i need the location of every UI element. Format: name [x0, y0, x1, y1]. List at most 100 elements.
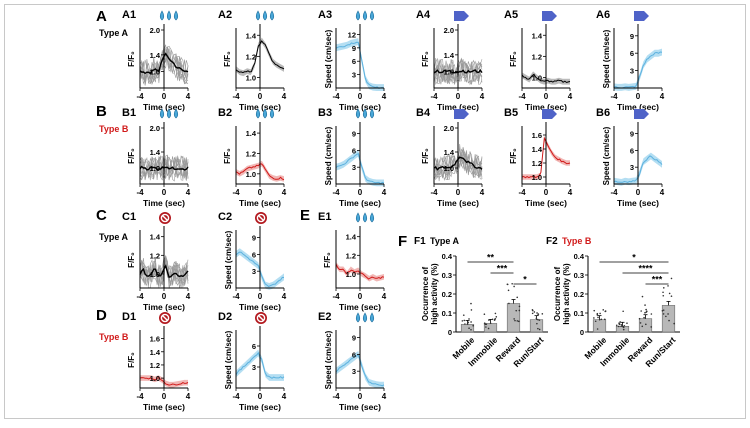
water-drop-shape	[369, 212, 375, 223]
y-axis-label: Speed (cm/sec)	[324, 126, 333, 185]
data-point	[618, 322, 620, 324]
y-tick-label: 3	[352, 71, 356, 80]
stop-slash	[258, 315, 264, 321]
data-point	[640, 310, 642, 312]
data-point	[537, 313, 540, 315]
y-tick-label: 1.4	[246, 31, 257, 40]
water-drop-shape	[355, 10, 361, 21]
panel-type-label: Type A	[430, 236, 460, 246]
x-tick-label: -4	[610, 92, 618, 101]
y-tick-label: 6	[630, 146, 634, 155]
row-label-d: D	[96, 307, 107, 324]
y-axis-label: F/F₀	[127, 51, 136, 67]
panel-id-a5: A5	[504, 9, 518, 21]
data-point	[645, 311, 648, 313]
data-point	[470, 321, 472, 323]
data-point	[626, 322, 628, 324]
data-point	[617, 325, 620, 328]
y-tick-label: 3	[630, 67, 634, 76]
data-point	[596, 314, 599, 316]
x-tick-label: -4	[430, 188, 438, 197]
y-tick-label: 1.4	[150, 51, 161, 60]
data-point	[537, 327, 539, 330]
y-tick-label: 1.0	[532, 73, 542, 82]
y-tick-label: 0.3	[574, 271, 584, 280]
type-label-c: Type A	[99, 232, 129, 242]
data-point	[596, 328, 599, 330]
y-tick-label: 2.0	[444, 124, 454, 133]
data-point	[489, 322, 492, 325]
data-point	[495, 316, 498, 318]
y-tick-label: 1.6	[532, 131, 542, 140]
type-label-d: Type B	[99, 332, 129, 342]
panel-id-c1: C1	[122, 211, 136, 223]
data-point	[594, 320, 597, 323]
y-tick-label: 1.0	[150, 164, 160, 173]
panel-id-a2: A2	[218, 9, 232, 21]
data-point	[533, 311, 536, 313]
y-tick-label: 3	[252, 267, 256, 276]
panel-id-e2: E2	[318, 311, 331, 323]
data-point	[488, 319, 490, 321]
data-point	[463, 319, 466, 322]
x-axis-label: Time (sec)	[617, 198, 659, 208]
x-tick-label: -4	[430, 92, 438, 101]
water-drop-shape	[173, 108, 179, 119]
data-point	[644, 311, 646, 314]
data-point	[516, 296, 519, 299]
arrow-shape	[634, 11, 649, 21]
water-drop-shape	[362, 108, 368, 119]
x-tick-label: 0	[358, 92, 363, 101]
y-tick-label: 1.4	[444, 51, 455, 60]
water-drop-icon	[355, 312, 375, 323]
y-tick-label: 9	[252, 234, 256, 243]
x-tick-label: 0	[258, 92, 263, 101]
data-point	[535, 317, 538, 320]
y-axis-label: Occurrence ofhigh activity (%)	[421, 263, 439, 325]
panel-id-b1: B1	[122, 107, 136, 119]
data-point	[511, 282, 513, 285]
row-label-b: B	[96, 103, 107, 120]
sem-band	[236, 160, 284, 182]
y-tick-label: 0.1	[442, 309, 452, 318]
y-tick-label: 9	[352, 44, 356, 53]
data-point	[662, 309, 665, 311]
x-tick-label: 0	[636, 92, 641, 101]
x-axis-label: Time (sec)	[339, 402, 381, 412]
data-point	[468, 318, 470, 320]
x-axis-label: Time (sec)	[617, 102, 659, 112]
data-point	[467, 321, 470, 324]
stop-slash	[162, 315, 168, 321]
blue-arrow-icon	[634, 109, 649, 119]
data-point	[662, 287, 665, 289]
water-drop-shape	[369, 10, 375, 21]
y-tick-label: 1.0	[532, 173, 542, 182]
y-tick-label: 6	[630, 49, 634, 58]
x-tick-label: 4	[186, 292, 191, 301]
data-point	[638, 317, 641, 320]
x-tick-label: 4	[382, 92, 387, 101]
sig-label: ****	[638, 264, 653, 274]
y-tick-label: 3	[252, 363, 256, 372]
y-tick-label: 9	[352, 334, 356, 343]
x-tick-label: -4	[518, 92, 526, 101]
x-tick-label: 0	[636, 188, 641, 197]
x-tick-label: 0	[162, 92, 167, 101]
bar-run-start	[529, 319, 544, 333]
y-tick-label: 2.0	[150, 124, 160, 133]
y-axis-label-line: high activity (%)	[430, 263, 439, 325]
data-point	[667, 285, 669, 287]
y-axis-label: Speed (cm/sec)	[602, 126, 611, 185]
y-tick-label: 9	[352, 130, 356, 139]
data-point	[650, 313, 653, 315]
x-tick-label: 0	[456, 92, 461, 101]
data-point	[603, 318, 606, 321]
x-axis-label: Time (sec)	[143, 302, 185, 312]
data-point	[462, 314, 465, 316]
data-point	[650, 326, 652, 328]
data-point	[645, 308, 647, 311]
data-point	[622, 328, 625, 331]
